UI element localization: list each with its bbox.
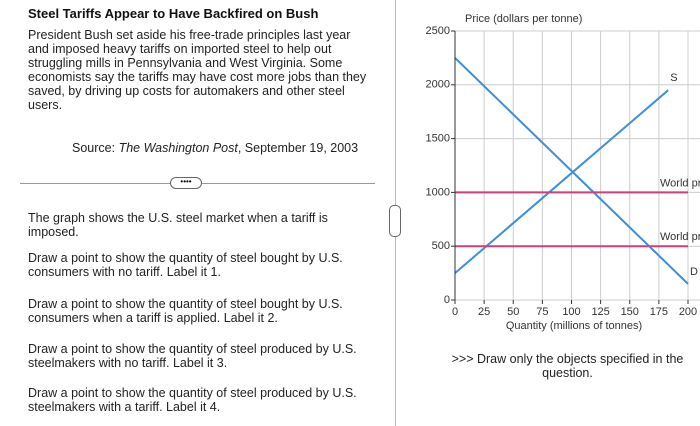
source: Source: The Washington Post, September 1… [72, 141, 417, 155]
y-tick-label: 0 [444, 294, 450, 306]
x-tick-label: 125 [591, 306, 609, 318]
source-date: , September 19, 2003 [237, 141, 359, 155]
instruction: Draw a point to show the quantity of ste… [28, 251, 343, 279]
x-axis-label: Quantity (millions of tonnes) [506, 320, 642, 332]
y-tick-label: 1000 [426, 186, 450, 198]
x-tick-label: 100 [562, 306, 580, 318]
source-label: Source: [72, 141, 116, 155]
note: >>> Draw only the objects specified in t… [451, 352, 684, 380]
x-tick-label: 75 [536, 306, 548, 318]
series-label: World price + tariff [660, 177, 700, 189]
x-tick-label: 50 [507, 306, 519, 318]
y-tick-label: 1500 [426, 133, 450, 145]
article-title: Steel Tariffs Appear to Have Backfired o… [28, 6, 319, 21]
series-line [454, 89, 669, 274]
series-label: World price [660, 231, 700, 243]
resize-handle[interactable] [389, 205, 401, 237]
instruction: Draw a point to show the quantity of ste… [28, 297, 343, 325]
x-tick-label: 175 [650, 306, 668, 318]
instruction: Draw a point to show the quantity of ste… [28, 386, 357, 414]
question-panel: Steel Tariffs Appear to Have Backfired o… [20, 0, 396, 426]
x-tick-label: 150 [621, 306, 639, 318]
series-label: D [690, 266, 698, 278]
x-tick-label: 25 [478, 306, 490, 318]
chart: Price (dollars per tonne) Quantity (mill… [426, 13, 700, 332]
y-tick-label: 2000 [426, 79, 450, 91]
expand-button[interactable]: •••• [170, 177, 202, 189]
y-tick-label: 500 [432, 240, 450, 252]
series-label: S [670, 72, 677, 84]
x-tick-label: 200 [679, 306, 697, 318]
source-name: The Washington Post [118, 141, 238, 155]
y-axis-label: Price (dollars per tonne) [465, 13, 582, 25]
instruction: Draw a point to show the quantity of ste… [28, 342, 357, 370]
article-body: President Bush set aside his free-trade … [28, 28, 367, 112]
y-tick-label: 2500 [426, 25, 450, 37]
plot: S D World price + tariff World price [454, 30, 700, 301]
instruction: The graph shows the U.S. steel market wh… [28, 211, 328, 239]
x-tick-label: 0 [452, 306, 458, 318]
